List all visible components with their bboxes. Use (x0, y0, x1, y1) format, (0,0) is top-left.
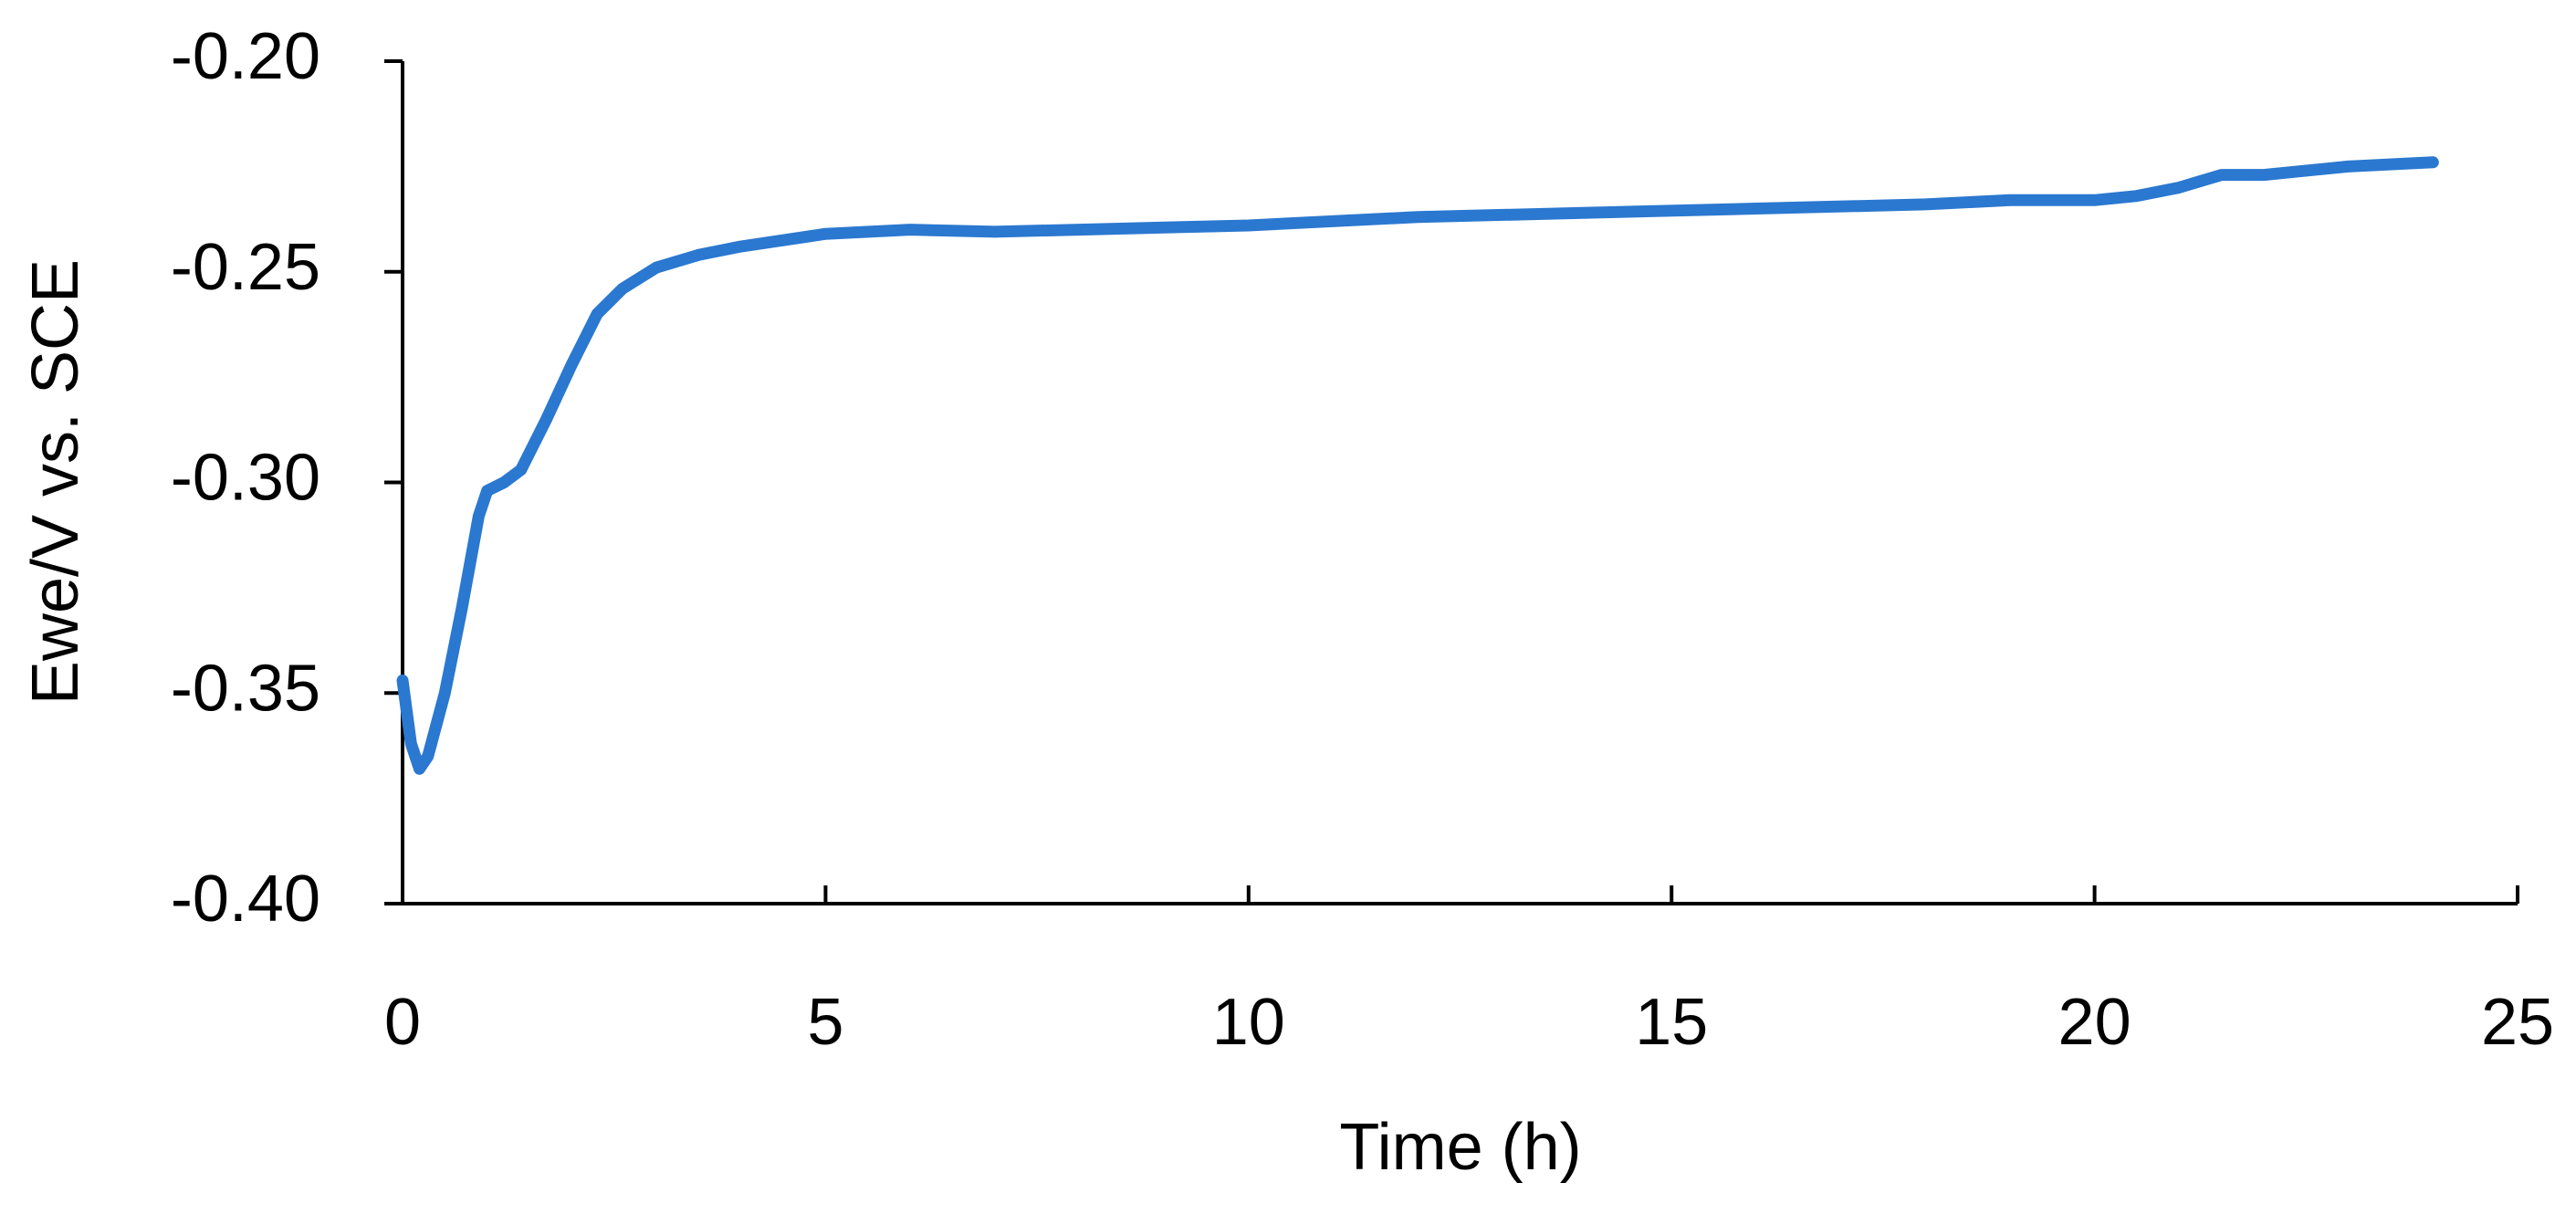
x-tick-label: 5 (807, 986, 843, 1059)
y-tick-label: -0.20 (171, 20, 320, 93)
y-axis-title: Ewe/V vs. SCE (19, 259, 92, 705)
x-tick-label: 25 (2481, 986, 2554, 1059)
y-tick-label: -0.25 (171, 231, 320, 304)
data-line (396, 156, 2439, 775)
y-tick-label: -0.35 (171, 652, 320, 725)
y-tick-label: -0.40 (171, 863, 320, 936)
x-axis-title: Time (h) (1339, 1111, 1581, 1184)
x-tick-label: 20 (2058, 986, 2131, 1059)
x-tick-label: 15 (1635, 986, 1708, 1059)
x-tick-label: 10 (1212, 986, 1285, 1059)
x-tick-label: 0 (384, 986, 421, 1059)
y-tick-label: -0.30 (171, 442, 320, 515)
